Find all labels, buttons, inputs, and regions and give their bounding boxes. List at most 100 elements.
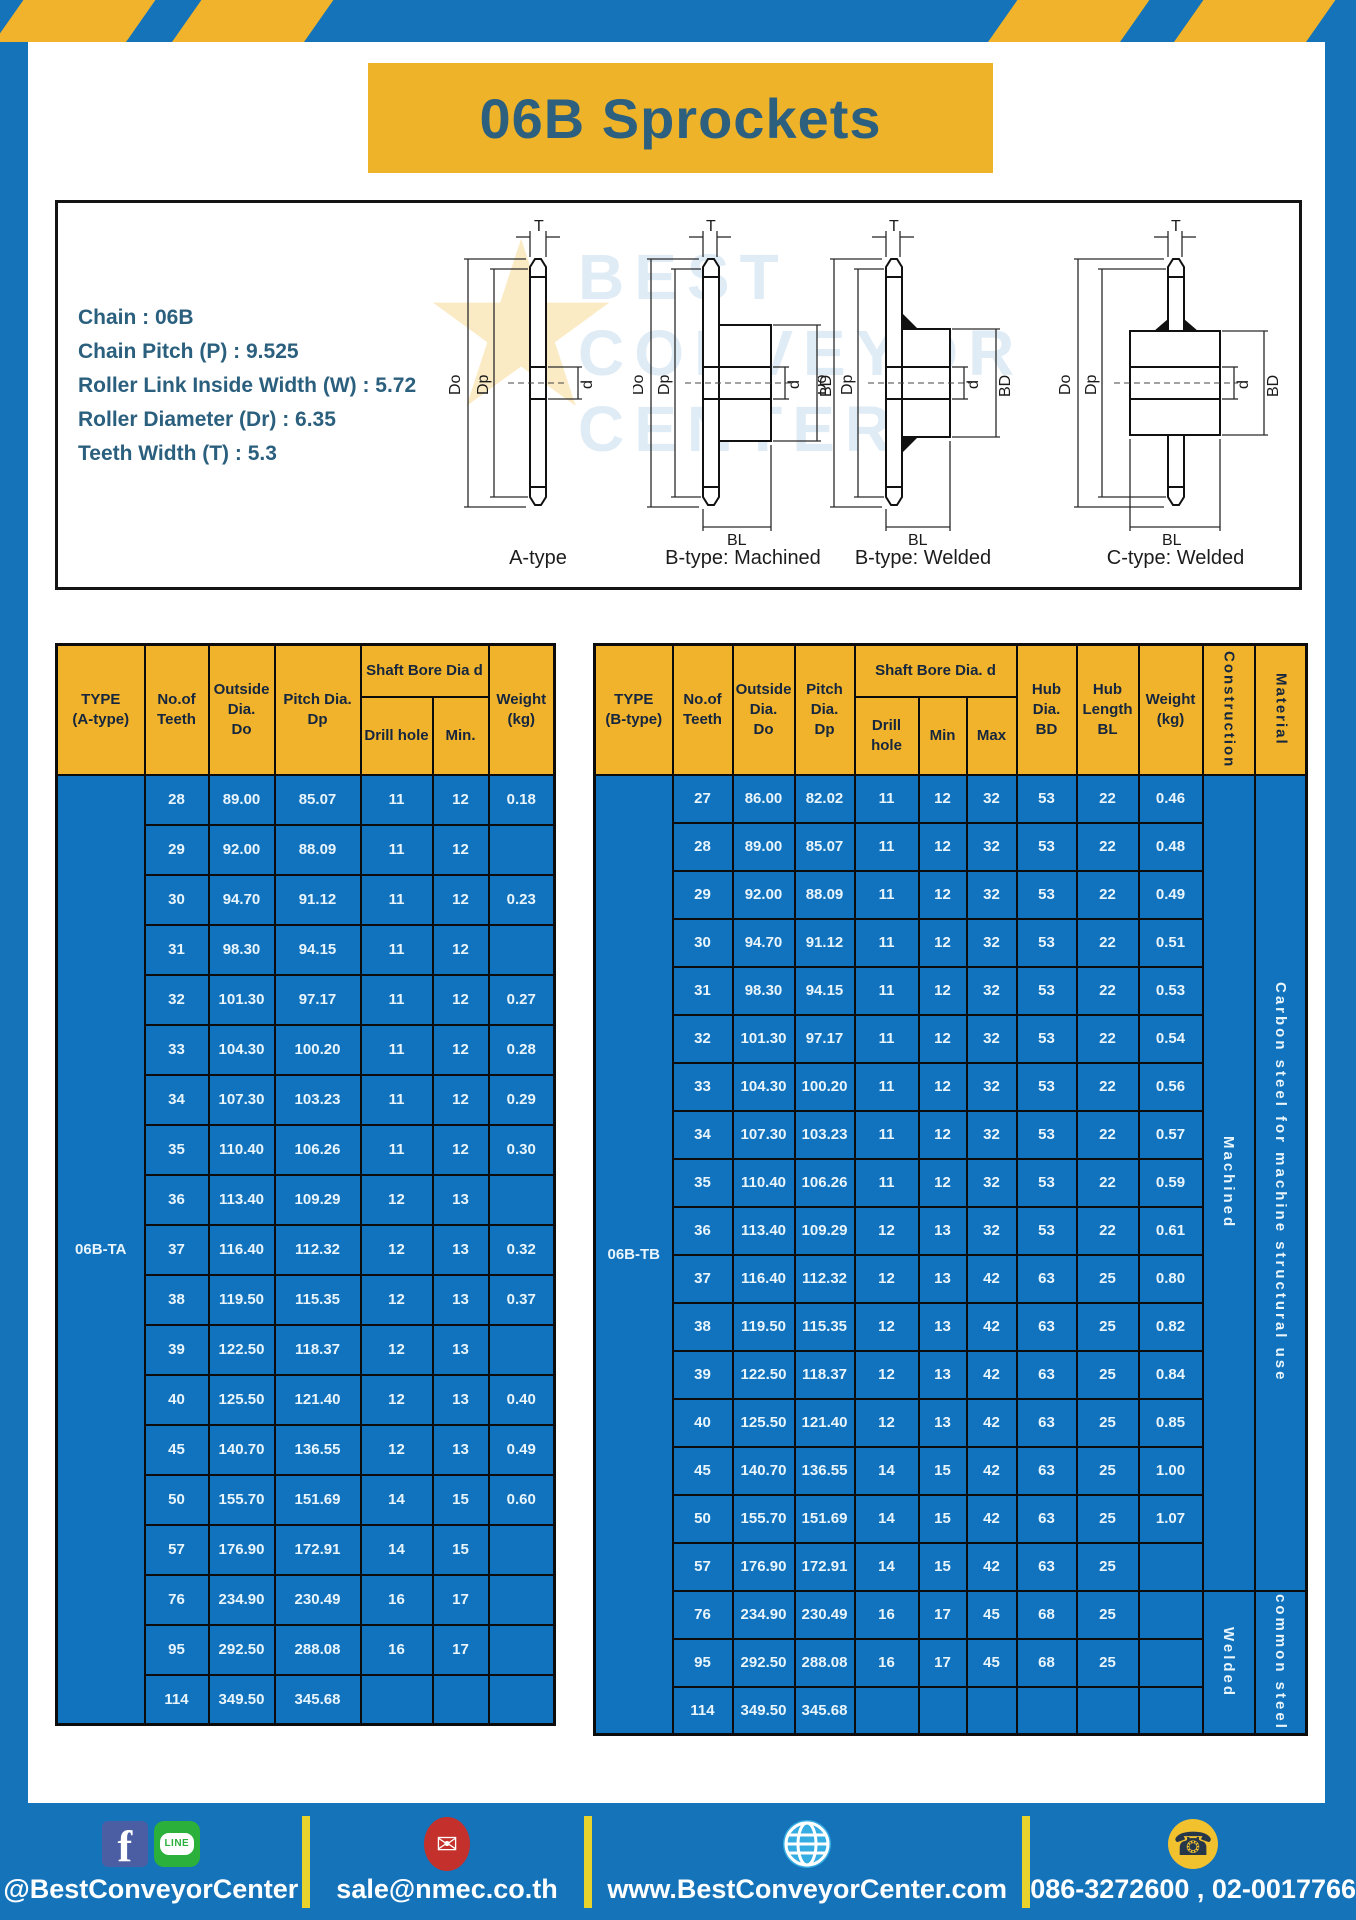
table-cell: 34	[143, 1073, 210, 1126]
table-row: 06B-TB 27 86.00 82.02 11 12 32 53 22 0.46 Machined…	[593, 773, 1308, 1736]
table-cell: 12	[431, 1023, 490, 1076]
table-cell: 116.40	[207, 1223, 276, 1276]
table-cell: 98.30	[731, 965, 796, 1016]
table-cell: 12	[359, 1373, 434, 1426]
table-cell: 12	[431, 1123, 490, 1176]
table-cell: 114	[143, 1673, 210, 1726]
table-cell: 95	[143, 1623, 210, 1676]
table-cell: 33	[671, 1061, 734, 1112]
table-cell: 57	[671, 1541, 734, 1592]
footer-contact-bar: f LINE @BestConveyorCenter ✉ sale@nmec.c…	[0, 1803, 1356, 1920]
table-cell: 113.40	[731, 1205, 796, 1256]
dim-t-label: T	[889, 218, 899, 235]
table-cell: 89.00	[731, 821, 796, 872]
table-cell: 53	[1015, 1157, 1078, 1208]
table-cell: 94.70	[731, 917, 796, 968]
table-cell: 112.32	[273, 1223, 362, 1276]
table-cell: 112.32	[793, 1253, 856, 1304]
col-header-type: TYPE (A-type)	[55, 643, 146, 776]
table-cell: 27	[671, 773, 734, 824]
table-cell: 45	[671, 1445, 734, 1496]
construction-cell: Machined	[1201, 773, 1256, 1592]
dim-d-label: d	[786, 380, 803, 389]
table-cell: 45	[143, 1423, 210, 1476]
table-cell: 53	[1015, 1013, 1078, 1064]
table-cell: 17	[431, 1573, 490, 1626]
dim-bl-label: BL	[1162, 532, 1182, 547]
dim-t-label: T	[534, 218, 544, 235]
diagram-b-machined: T Do Dp d BD BL	[630, 217, 853, 552]
table-row: 31 98.30 94.15 11 12 32 53 22 0.53	[595, 965, 1307, 1016]
table-cell: 0.80	[1137, 1253, 1204, 1304]
table-row: 57 176.90 172.91 14 15 42 63 25	[595, 1541, 1307, 1592]
table-cell: 40	[143, 1373, 210, 1426]
table-cell: 94.70	[207, 873, 276, 926]
table-cell	[965, 1685, 1018, 1736]
table-cell: 12	[431, 973, 490, 1026]
footer-divider	[1021, 1815, 1031, 1908]
table-row: 45 140.70 136.55 12 13 0.49	[57, 1423, 556, 1476]
table-cell: 82.02	[793, 773, 856, 824]
col-header-hub-dia: Hub Dia. BD	[1015, 643, 1078, 776]
table-cell: 11	[853, 1013, 920, 1064]
table-cell: 0.23	[487, 873, 556, 926]
table-cell: 16	[853, 1589, 920, 1640]
table-cell: 36	[671, 1205, 734, 1256]
table-cell: 50	[143, 1473, 210, 1526]
table-cell	[487, 1673, 556, 1726]
website-url: www.BestConveyorCenter.com	[607, 1874, 1007, 1904]
table-cell: 11	[359, 1123, 434, 1176]
table-cell	[487, 1623, 556, 1676]
table-cell: 13	[431, 1423, 490, 1476]
table-cell: 140.70	[731, 1445, 796, 1496]
diagram-label: B-type: Welded	[854, 547, 992, 569]
table-cell: 115.35	[793, 1301, 856, 1352]
table-row: 33 104.30 100.20 11 12 0.28	[57, 1023, 556, 1076]
table-cell: 15	[431, 1473, 490, 1526]
table-row: 40 125.50 121.40 12 13 42 63 25 0.85	[595, 1397, 1307, 1448]
table-cell: 32	[965, 1061, 1018, 1112]
table-cell: 95	[671, 1637, 734, 1688]
table-cell: 121.40	[793, 1397, 856, 1448]
table-cell: 13	[917, 1205, 968, 1256]
table-cell: 151.69	[793, 1493, 856, 1544]
line-icon: LINE	[153, 1821, 200, 1867]
construction-cell: Welded	[1201, 1589, 1256, 1736]
table-cell: 0.29	[487, 1073, 556, 1126]
table-cell: 63	[1015, 1301, 1078, 1352]
table-cell: 292.50	[207, 1623, 276, 1676]
spec-line: Chain : 06B	[78, 306, 194, 329]
material-cell: Carbon steel for machine structural use	[1253, 773, 1308, 1592]
table-cell: 32	[965, 773, 1018, 824]
table-cell: 97.17	[793, 1013, 856, 1064]
table-cell: 32	[965, 869, 1018, 920]
table-cell: 32	[965, 821, 1018, 872]
table-cell: 22	[1075, 773, 1140, 824]
table-cell: 119.50	[731, 1301, 796, 1352]
dim-bd-label: BD	[818, 375, 835, 397]
table-cell: 32	[965, 1157, 1018, 1208]
type-cell: 06B-TA	[55, 773, 146, 1726]
table-cell: 121.40	[273, 1373, 362, 1426]
col-header-outside-dia: Outside Dia. Do	[207, 643, 276, 776]
table-cell: 292.50	[731, 1637, 796, 1688]
dim-d-label: d	[965, 380, 982, 389]
table-row: 50 155.70 151.69 14 15 0.60	[57, 1473, 556, 1526]
table-row: 45 140.70 136.55 14 15 42 63 25 1.00	[595, 1445, 1307, 1496]
table-cell: 14	[359, 1473, 434, 1526]
table-cell: 11	[853, 821, 920, 872]
table-cell: 29	[143, 823, 210, 876]
chain-specs: Chain : 06B Chain Pitch (P) : 9.525 Roll…	[78, 301, 416, 471]
col-header-hub-length: Hub Length BL	[1075, 643, 1140, 776]
table-cell: 13	[917, 1253, 968, 1304]
spec-line: Chain Pitch (P) : 9.525	[78, 340, 299, 363]
line-badge: LINE	[159, 1833, 194, 1855]
table-cell: 14	[853, 1541, 920, 1592]
table-cell: 11	[853, 917, 920, 968]
col-header-shaft-bore-group: Shaft Bore Dia. d	[853, 643, 1018, 698]
table-cell: 85.07	[273, 773, 362, 826]
table-cell: 0.85	[1137, 1397, 1204, 1448]
table-cell: 63	[1015, 1253, 1078, 1304]
table-cell: 76	[143, 1573, 210, 1626]
table-cell: 25	[1075, 1541, 1140, 1592]
